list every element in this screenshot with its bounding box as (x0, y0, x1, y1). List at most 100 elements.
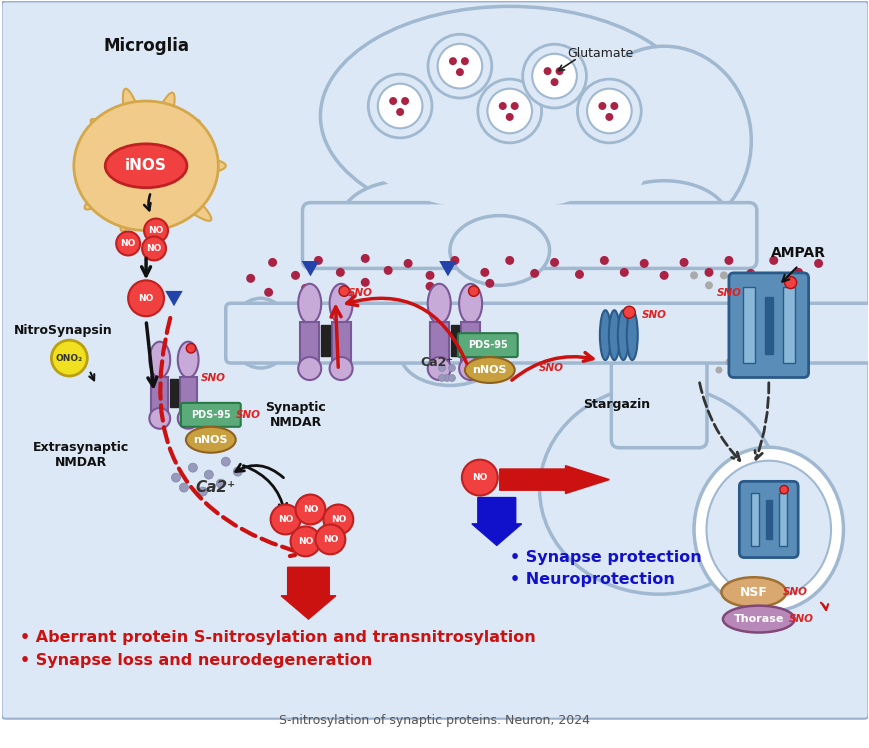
FancyBboxPatch shape (2, 1, 867, 719)
Circle shape (704, 268, 713, 277)
Circle shape (549, 258, 559, 267)
FancyBboxPatch shape (181, 403, 241, 427)
Circle shape (335, 268, 344, 277)
Text: NO: NO (330, 515, 346, 524)
Ellipse shape (230, 298, 290, 368)
Text: Stargazin: Stargazin (582, 399, 649, 411)
Ellipse shape (145, 120, 200, 167)
Polygon shape (302, 261, 319, 276)
Circle shape (498, 102, 506, 110)
Text: NO: NO (302, 505, 318, 514)
Circle shape (468, 286, 479, 296)
Circle shape (720, 272, 727, 279)
Circle shape (144, 218, 168, 242)
Ellipse shape (464, 357, 514, 383)
Circle shape (428, 34, 491, 98)
Circle shape (532, 54, 576, 99)
Circle shape (768, 256, 778, 265)
Circle shape (598, 102, 606, 110)
Text: NO: NO (297, 537, 313, 546)
Ellipse shape (720, 577, 786, 607)
Bar (300, 322, 319, 364)
Ellipse shape (626, 310, 637, 360)
Text: • Synapse loss and neurodegeneration: • Synapse loss and neurodegeneration (19, 654, 371, 669)
Text: SNO: SNO (235, 410, 261, 420)
Circle shape (142, 236, 166, 260)
Ellipse shape (143, 166, 167, 235)
Circle shape (793, 268, 802, 277)
Circle shape (610, 102, 618, 110)
Circle shape (745, 358, 752, 366)
Circle shape (622, 306, 634, 318)
Ellipse shape (576, 46, 751, 236)
Circle shape (605, 113, 613, 121)
Bar (782, 287, 793, 363)
Bar (450, 325, 459, 356)
Circle shape (448, 364, 454, 372)
Circle shape (450, 256, 459, 265)
Ellipse shape (459, 283, 481, 324)
Ellipse shape (74, 101, 218, 230)
Ellipse shape (617, 310, 628, 360)
Circle shape (679, 258, 687, 267)
Text: NitroSynapsin: NitroSynapsin (14, 324, 113, 337)
Circle shape (461, 460, 497, 495)
Circle shape (555, 67, 563, 75)
Polygon shape (439, 261, 456, 276)
FancyBboxPatch shape (457, 333, 517, 357)
Ellipse shape (329, 357, 352, 380)
Circle shape (221, 457, 230, 466)
Text: ONO₂: ONO₂ (56, 354, 83, 363)
Circle shape (204, 470, 213, 479)
Circle shape (290, 527, 320, 557)
Ellipse shape (298, 283, 321, 324)
Circle shape (443, 375, 450, 381)
Circle shape (198, 487, 207, 496)
Circle shape (295, 494, 325, 524)
Bar (170, 378, 177, 407)
Circle shape (116, 232, 140, 255)
Text: SNO: SNO (788, 614, 813, 624)
FancyBboxPatch shape (739, 482, 797, 557)
Bar (331, 322, 350, 364)
Text: NSF: NSF (739, 586, 766, 598)
Circle shape (461, 57, 468, 65)
Circle shape (401, 97, 408, 105)
Circle shape (268, 258, 276, 267)
Polygon shape (499, 466, 608, 494)
Ellipse shape (449, 215, 549, 285)
Circle shape (577, 79, 640, 143)
Circle shape (377, 84, 422, 129)
Circle shape (659, 271, 668, 280)
Ellipse shape (329, 283, 352, 324)
FancyBboxPatch shape (611, 312, 706, 448)
Ellipse shape (105, 144, 187, 188)
Circle shape (480, 268, 488, 277)
Ellipse shape (149, 342, 170, 378)
Ellipse shape (177, 408, 198, 429)
Text: NO: NO (149, 226, 163, 235)
Text: Synaptic
NMDAR: Synaptic NMDAR (265, 401, 326, 429)
Circle shape (522, 44, 586, 108)
Circle shape (179, 483, 189, 492)
Circle shape (779, 485, 787, 494)
Text: SNO: SNO (782, 587, 807, 597)
Circle shape (395, 108, 404, 116)
Ellipse shape (145, 165, 211, 221)
Text: PDS-95: PDS-95 (468, 340, 507, 350)
Text: NO: NO (472, 473, 487, 482)
Polygon shape (281, 567, 335, 619)
Ellipse shape (599, 181, 728, 260)
Text: nNOS: nNOS (194, 435, 228, 445)
Text: SNO: SNO (715, 288, 740, 298)
Polygon shape (471, 497, 521, 545)
Circle shape (639, 259, 648, 268)
Bar (750, 493, 758, 546)
Ellipse shape (78, 159, 146, 174)
Circle shape (724, 256, 733, 265)
Circle shape (455, 68, 463, 76)
Circle shape (529, 269, 539, 278)
Text: PDS-95: PDS-95 (190, 410, 230, 420)
Text: S-nitrosylation of synaptic proteins. Neuron, 2024: S-nitrosylation of synaptic proteins. Ne… (279, 714, 590, 727)
Circle shape (784, 277, 796, 289)
